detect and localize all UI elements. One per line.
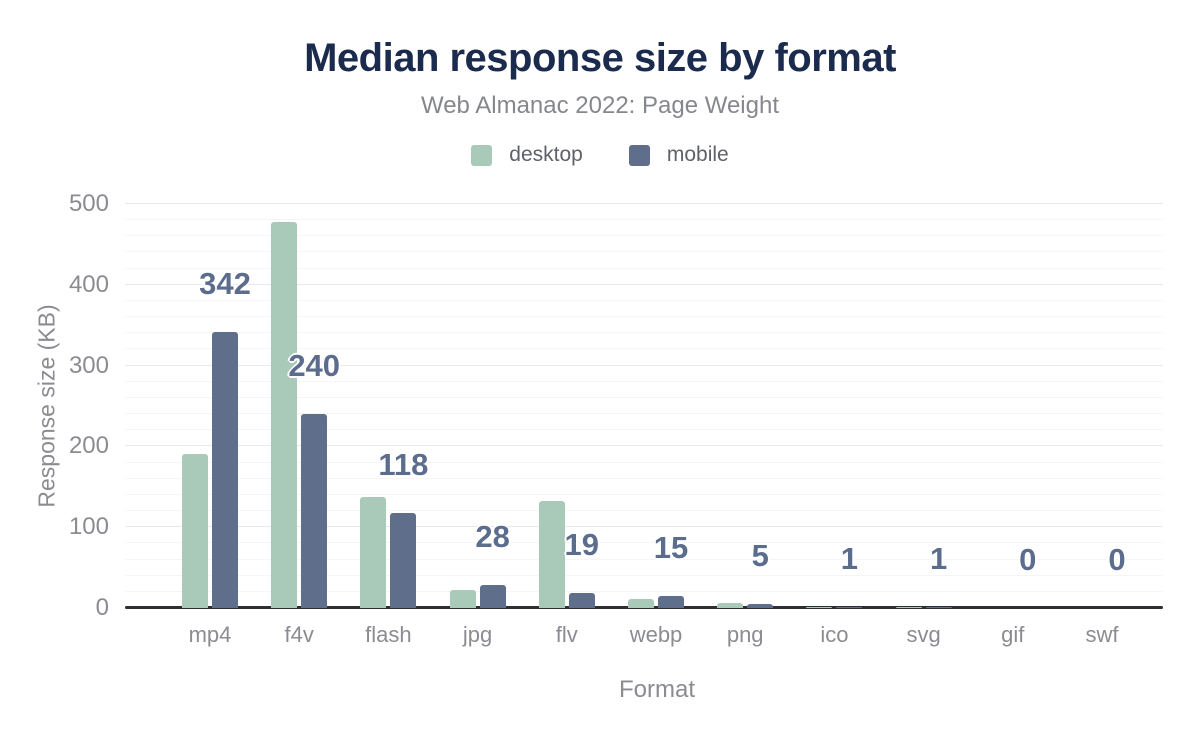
x-tick-label-swf: swf: [1085, 622, 1119, 647]
y-tick-label: 200: [68, 432, 109, 460]
bar-desktop-flv[interactable]: [538, 500, 565, 608]
gridline: [125, 219, 1163, 221]
gridline: [125, 364, 1163, 366]
gridline: [125, 510, 1163, 512]
legend: desktop mobile: [0, 143, 1200, 167]
gridline: [125, 590, 1163, 592]
x-axis-title: Format: [618, 676, 696, 703]
legend-item-mobile: mobile: [628, 143, 729, 167]
gridline: [125, 461, 1163, 463]
bar-value-label-gif: 0: [1019, 542, 1037, 577]
gridline: [125, 413, 1163, 415]
bar-desktop-flash[interactable]: [360, 496, 387, 608]
bar-mobile-f4v[interactable]: [301, 414, 328, 608]
gridline: [125, 283, 1163, 285]
y-tick-label: 100: [68, 513, 109, 541]
plot-area: 0 100 200 300 400 500 342 mp4 240 f4v 118 flash 28 jp…: [69, 191, 1163, 647]
gridline: [125, 542, 1163, 544]
chart-subtitle: Web Almanac 2022: Page Weight: [420, 92, 779, 119]
gridline: [125, 558, 1163, 560]
y-tick-label: 0: [95, 594, 109, 621]
x-tick-label-flash: flash: [365, 622, 412, 647]
mobile-swatch-icon: [628, 144, 650, 166]
gridline: [125, 526, 1163, 528]
gridline: [125, 267, 1163, 269]
bar-value-label-mp4: 342: [199, 265, 251, 301]
desktop-swatch-icon: [471, 144, 493, 166]
bar-value-label-swf: 0: [1108, 542, 1126, 577]
gridline: [125, 348, 1163, 350]
chart-title: Median response size by format: [304, 36, 896, 80]
bar-desktop-mp4[interactable]: [182, 454, 208, 608]
gridline: [125, 429, 1163, 431]
x-tick-label-flv: flv: [555, 622, 578, 647]
y-tick-label: 300: [68, 351, 109, 379]
bar-mobile-ico[interactable]: [836, 607, 863, 608]
gridline: [125, 251, 1163, 253]
bar-mobile-webp[interactable]: [658, 595, 684, 608]
x-tick-label-f4v: f4v: [284, 622, 314, 647]
bar-desktop-ico[interactable]: [806, 607, 833, 608]
gridline: [125, 396, 1163, 398]
bar-desktop-webp[interactable]: [628, 599, 654, 608]
x-tick-label-gif: gif: [1001, 622, 1025, 647]
gridline: [125, 299, 1163, 301]
legend-item-desktop: desktop: [471, 143, 583, 167]
x-tick-label-svg: svg: [906, 622, 941, 647]
bar-mobile-svg[interactable]: [925, 607, 952, 608]
bar-value-label-webp: 15: [653, 529, 689, 565]
gridline: [125, 477, 1163, 479]
x-tick-label-webp: webp: [629, 622, 683, 647]
y-axis-title: Response size (KB): [33, 304, 60, 508]
bar-value-label-jpg: 28: [475, 519, 510, 555]
bar-mobile-mp4[interactable]: [212, 331, 238, 608]
legend-label-desktop: desktop: [509, 143, 583, 166]
bar-desktop-jpg[interactable]: [449, 590, 476, 608]
bar-desktop-svg[interactable]: [895, 607, 922, 608]
gridline: [125, 332, 1163, 334]
bar-mobile-flv[interactable]: [568, 592, 595, 608]
gridline: [125, 203, 1163, 204]
bar-mobile-flash[interactable]: [390, 512, 417, 608]
gridline: [125, 316, 1163, 318]
bar-value-label-png: 5: [751, 537, 769, 573]
bar-value-label-f4v: 240: [288, 348, 341, 384]
gridline: [125, 493, 1163, 495]
bar-mobile-png[interactable]: [747, 603, 774, 608]
bar-value-label-flash: 118: [378, 446, 429, 482]
y-tick-label: 400: [68, 270, 109, 298]
gridline: [125, 574, 1163, 576]
y-tick-label: 500: [68, 190, 109, 217]
x-tick-label-ico: ico: [820, 622, 849, 647]
bar-value-label-flv: 19: [564, 526, 600, 562]
bar-desktop-f4v[interactable]: [271, 221, 298, 608]
legend-label-mobile: mobile: [666, 143, 729, 166]
x-tick-label-mp4: mp4: [188, 622, 232, 647]
x-tick-label-jpg: jpg: [462, 622, 493, 647]
bar-mobile-jpg[interactable]: [479, 585, 506, 608]
bar-desktop-png[interactable]: [717, 603, 744, 608]
x-tick-label-png: png: [726, 622, 764, 647]
gridline: [125, 235, 1163, 237]
bar-value-label-svg: 1: [929, 541, 948, 577]
bar-value-label-ico: 1: [840, 541, 859, 577]
gridline: [125, 445, 1163, 447]
gridline: [125, 380, 1163, 382]
